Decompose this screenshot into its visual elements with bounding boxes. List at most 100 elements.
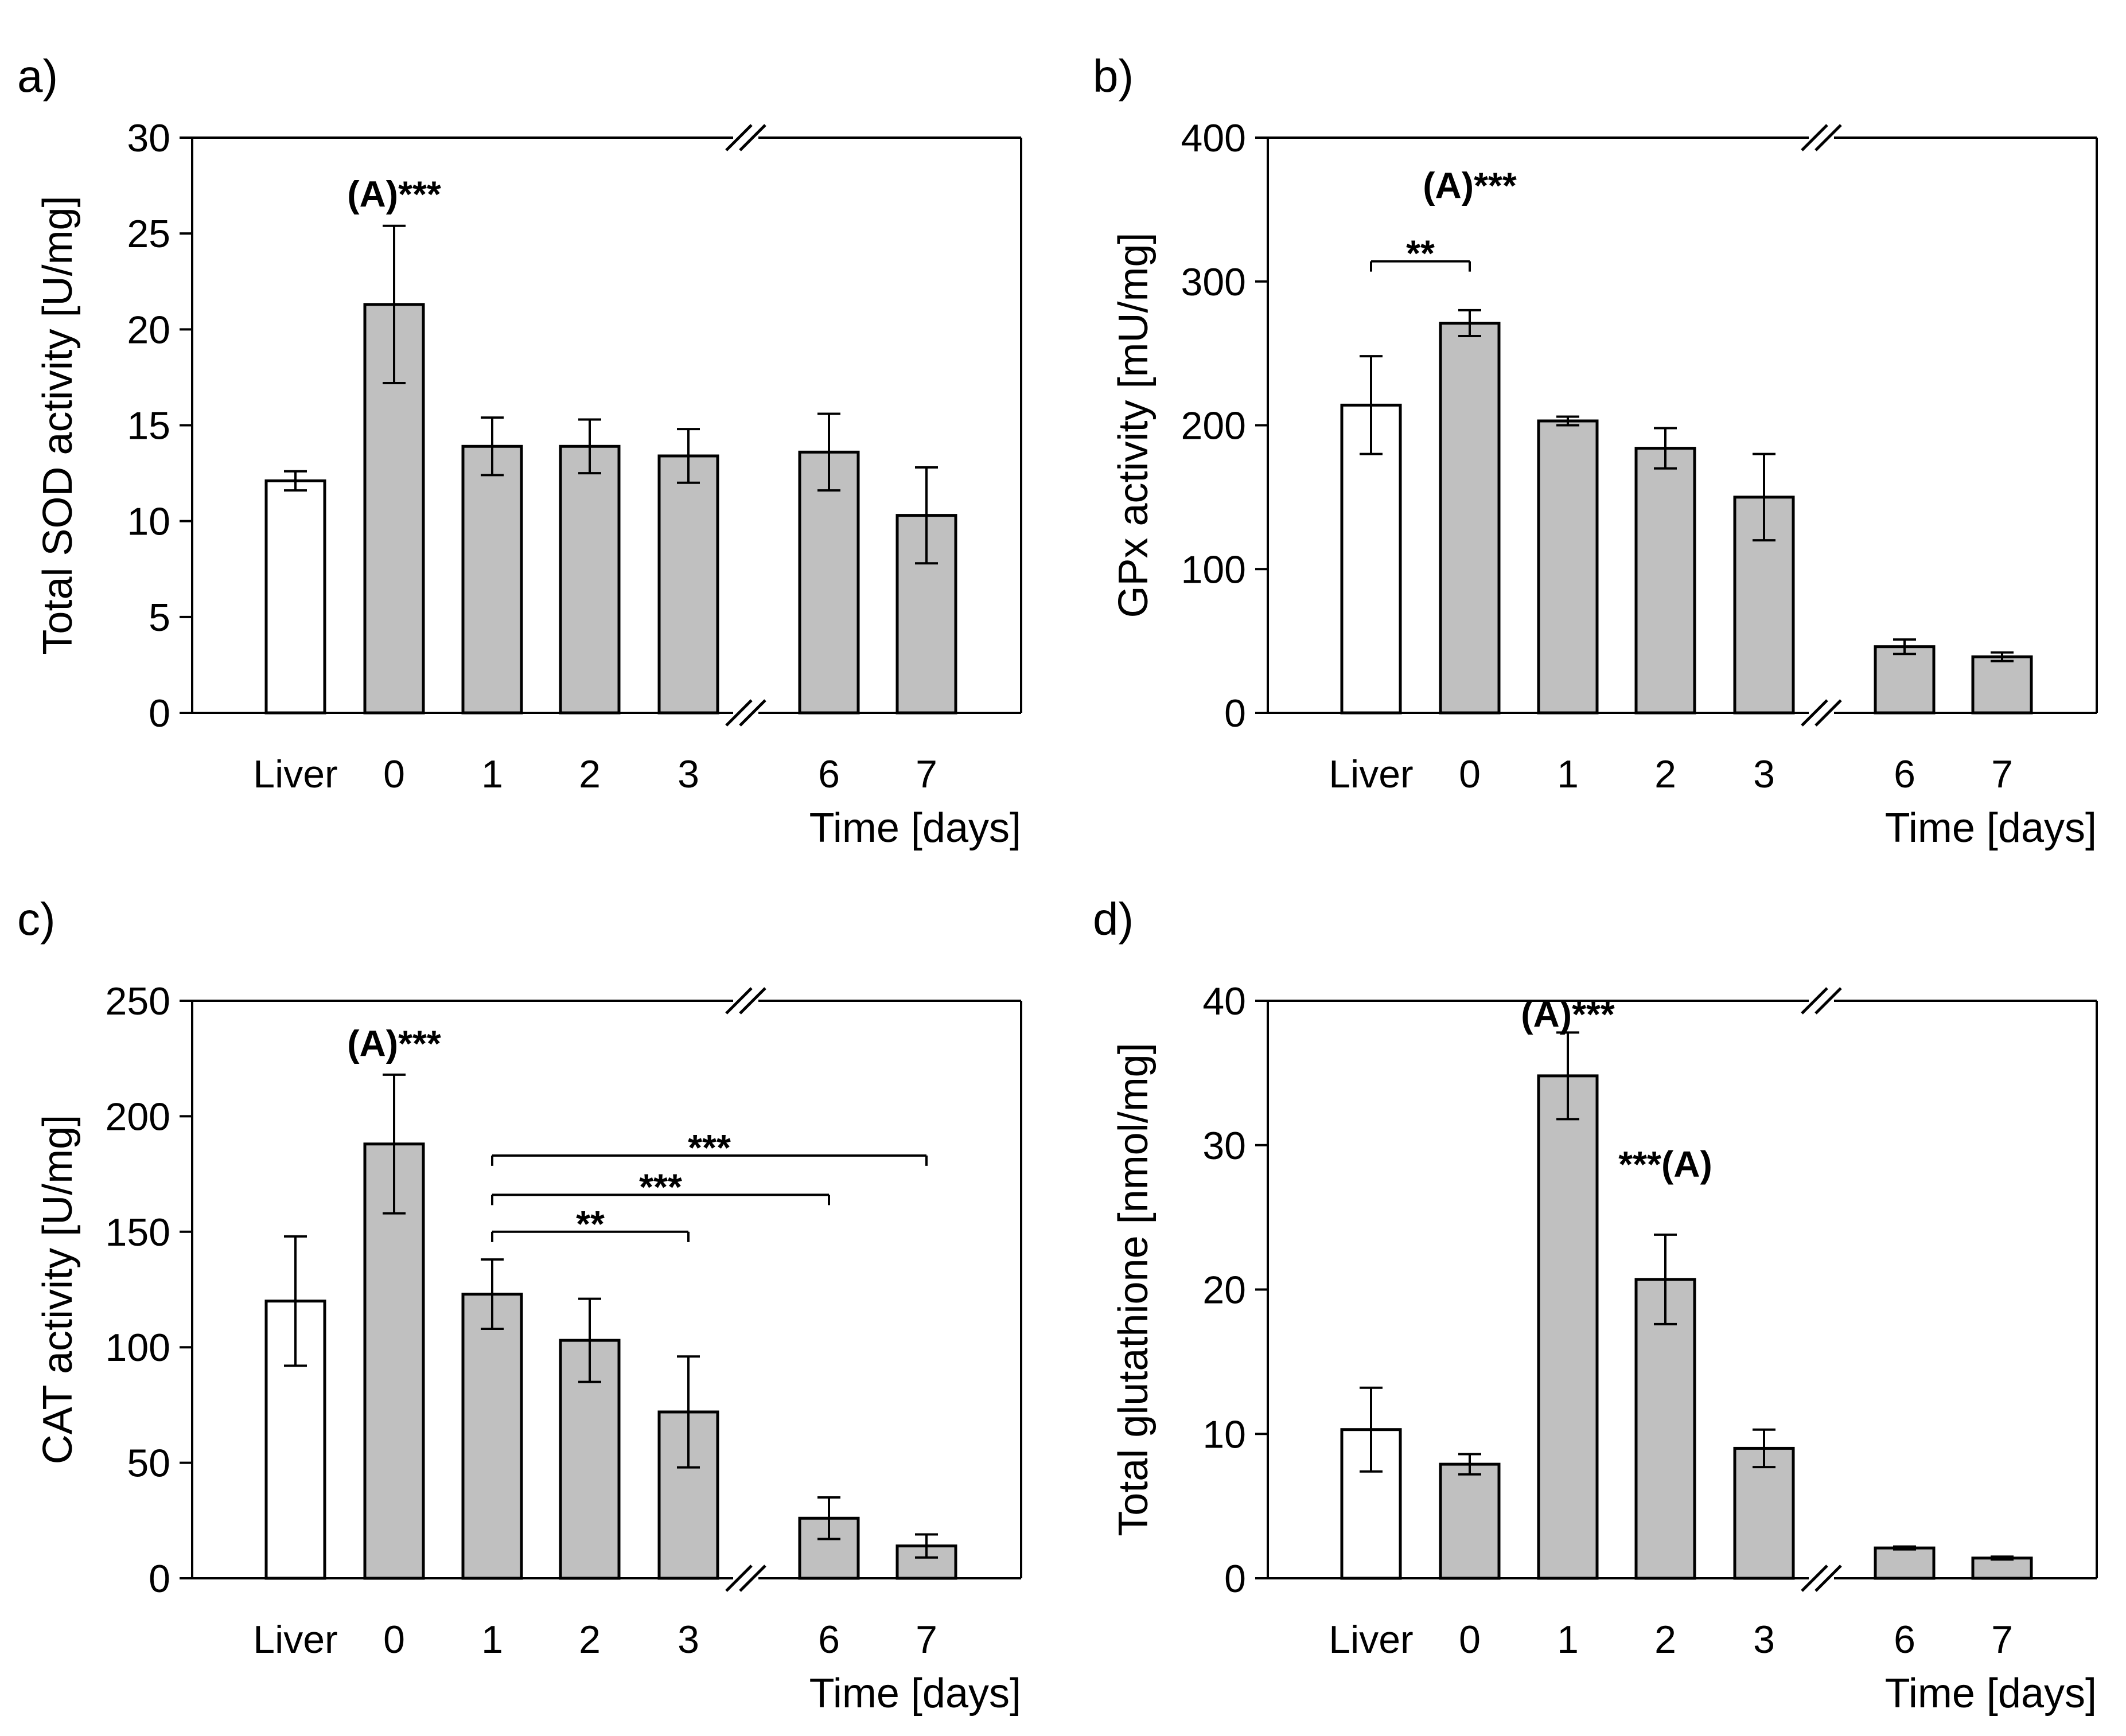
axis-break-mark [1801,699,1828,727]
axis-break-mark [739,699,766,727]
bar [1537,419,1599,715]
bar [1340,403,1402,715]
axis-break-mark [1801,987,1828,1015]
y-tick-label: 0 [1224,1557,1246,1601]
axis-break-mark [1801,1565,1828,1592]
bar [264,479,326,715]
axis-break-mark [1801,124,1828,151]
x-tick-label: 0 [383,1618,405,1661]
x-tick-label: 7 [1991,752,2013,796]
y-tick-label: 200 [106,1095,170,1138]
bar [1971,1556,2033,1580]
bar [1634,447,1696,715]
x-tick-label: 3 [1753,1618,1775,1661]
x-axis-title: Time [days] [809,1671,1021,1717]
y-tick-label: 200 [1181,404,1246,448]
x-tick-label: 2 [579,752,601,796]
x-tick-label: 2 [1654,752,1676,796]
bar [461,444,523,715]
y-tick-label: 30 [1202,1124,1246,1168]
y-tick-label: 100 [106,1326,170,1370]
y-tick-label: 50 [127,1442,170,1485]
x-tick-label: 6 [818,1618,840,1661]
bar [1439,321,1501,715]
y-axis-title: Total glutathione [nmol/mg] [1111,1043,1157,1536]
x-tick-label: 1 [481,752,503,796]
x-tick-label: 0 [1459,1618,1481,1661]
bar [1874,1546,1936,1580]
bar [461,1293,523,1580]
x-tick-label: 7 [1991,1618,2013,1661]
axis-break-mark [1815,124,1842,151]
significance-annotation: (A)*** [347,173,441,214]
y-tick-label: 20 [127,308,170,352]
bar [657,454,719,715]
y-tick-label: 40 [1202,980,1246,1023]
axis-break-mark [739,124,766,151]
y-axis-title: GPx activity [mU/mg] [1111,232,1157,618]
y-tick-label: 250 [106,980,170,1023]
panel-letter: c) [17,894,56,945]
x-tick-label: 6 [1894,752,1915,796]
significance-annotation: (A)*** [1423,165,1517,206]
x-tick-label: 0 [1459,752,1481,796]
axis-break-mark [1815,699,1842,727]
axis-break-mark [1815,1565,1842,1592]
x-tick-label: 1 [481,1618,503,1661]
bar [1439,1462,1501,1580]
x-tick-label: 7 [916,752,937,796]
bar [1733,1446,1795,1580]
x-tick-label: 2 [579,1618,601,1661]
significance-annotation: (A)*** [347,1023,441,1064]
axis-break-mark [725,1565,753,1592]
x-tick-label: 3 [677,1618,699,1661]
x-tick-label: 1 [1557,752,1579,796]
y-tick-label: 5 [149,596,170,639]
x-tick-label: 3 [677,752,699,796]
bar [798,450,860,715]
bar [1537,1074,1599,1580]
y-tick-label: 300 [1181,260,1246,304]
axis-break-mark [1815,987,1842,1015]
axis-break-mark [739,987,766,1015]
y-tick-label: 100 [1181,548,1246,591]
axis-break-mark [739,1565,766,1592]
x-tick-label: Liver [1329,752,1413,796]
y-tick-label: 20 [1202,1269,1246,1312]
y-tick-label: 400 [1181,116,1246,160]
y-tick-label: 150 [106,1211,170,1254]
x-tick-label: 6 [1894,1618,1915,1661]
y-tick-label: 10 [1202,1413,1246,1456]
y-tick-label: 0 [149,1557,170,1601]
y-axis-title: CAT activity [U/mg] [35,1115,81,1464]
x-axis-title: Time [days] [809,805,1021,851]
y-tick-label: 15 [127,404,170,448]
x-axis-title: Time [days] [1885,1671,2097,1717]
bar [559,444,621,715]
y-tick-label: 0 [1224,692,1246,735]
x-tick-label: Liver [253,752,337,796]
y-tick-label: 0 [149,692,170,735]
x-tick-label: 3 [1753,752,1775,796]
y-axis-title: Total SOD activity [U/mg] [35,196,81,654]
bar [1634,1278,1696,1580]
significance-bracket-label: ** [1406,233,1435,274]
significance-bracket-label: *** [639,1166,682,1207]
significance-bracket-label: ** [576,1203,605,1245]
axis-break-mark [725,124,753,151]
x-tick-label: Liver [1329,1618,1413,1661]
axis-break-mark [725,987,753,1015]
x-tick-label: 1 [1557,1618,1579,1661]
significance-annotation: (A)*** [1521,993,1615,1035]
x-tick-label: 6 [818,752,840,796]
x-tick-label: 7 [916,1618,937,1661]
bar [363,1142,425,1580]
panel-letter: d) [1093,894,1134,945]
significance-bracket-label: *** [688,1127,731,1168]
y-tick-label: 30 [127,116,170,160]
bar [1971,655,2033,715]
x-tick-label: 0 [383,752,405,796]
y-tick-label: 10 [127,500,170,544]
x-axis-title: Time [days] [1885,805,2097,851]
